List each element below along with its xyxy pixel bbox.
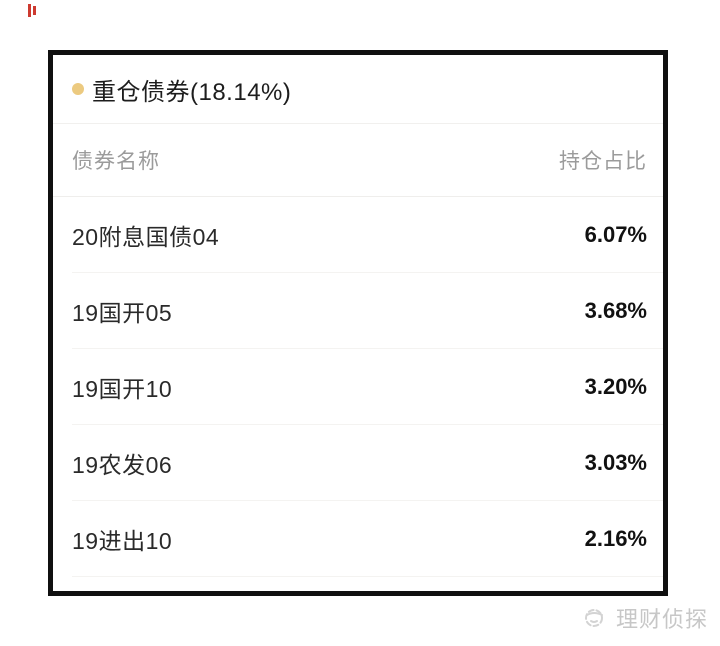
bond-ratio: 3.20% [584,374,647,399]
bond-ratio: 3.03% [584,450,647,475]
bond-ratio: 3.68% [584,298,647,323]
column-header-position-ratio: 持仓占比 [559,150,647,173]
bond-name: 19国开10 [72,376,173,402]
bond-name: 19进出10 [72,528,173,554]
table-row: 19农发06 3.03% [53,425,663,501]
column-header-bond-name: 债券名称 [72,150,160,173]
watermark-label: 理财侦探 [615,607,708,632]
table-row: 19进出10 2.16% [53,501,663,577]
table-row: 19国开10 3.20% [53,349,663,425]
detective-logo-icon [579,602,611,634]
table-row: 19国开05 3.68% [53,273,663,349]
gold-bullet-icon [72,83,84,95]
bond-table-body: 20附息国债04 6.07% 19国开05 3.68% 19国开10 3.20%… [53,197,663,591]
bond-name: 19国开05 [72,300,173,326]
red-corner-mark [28,4,38,18]
watermark: 理财侦探 [579,602,708,634]
heavy-position-bonds-card: 重仓债券(18.14%) 债券名称 持仓占比 20附息国债04 6.07% 19… [48,50,668,596]
bond-ratio: 2.16% [584,526,647,551]
table-header-row: 债券名称 持仓占比 [53,124,663,197]
card-title-row: 重仓债券(18.14%) [53,55,663,124]
bond-ratio: 6.07% [584,222,647,247]
table-row: 20附息国债04 6.07% [53,197,663,273]
bond-name: 20附息国债04 [72,224,220,250]
bond-name: 19农发06 [72,452,173,478]
card-title: 重仓债券(18.14%) [92,78,292,106]
